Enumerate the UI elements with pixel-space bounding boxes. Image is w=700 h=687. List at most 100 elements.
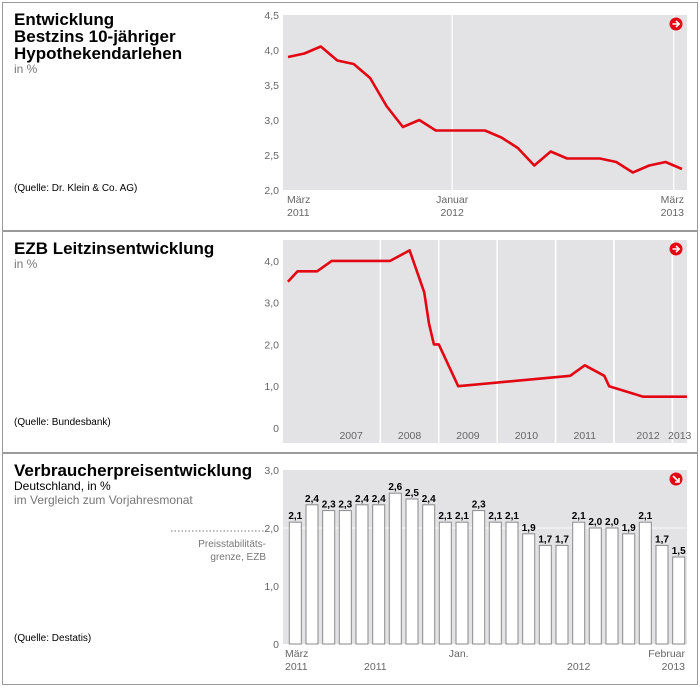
- chart1-title-line3: Hypothekendarlehen: [14, 44, 183, 63]
- chart2-ytick: 0: [273, 423, 279, 435]
- chart3-bar: [322, 510, 336, 645]
- chart2-source: (Quelle: Bundesbank): [14, 417, 111, 428]
- chart3-bar: [655, 544, 669, 645]
- chart3-ytick: 0: [273, 639, 279, 651]
- chart3-bar: [522, 533, 536, 645]
- section-separator: [3, 230, 697, 232]
- chart1-source: (Quelle: Dr. Klein & Co. AG): [14, 183, 138, 194]
- chart3-bar-label: 2,1: [488, 511, 502, 522]
- chart1-xlabel: März: [661, 194, 684, 206]
- chart3-xlabel: 2012: [567, 661, 591, 673]
- chart2-xaxis-band: [283, 428, 687, 443]
- chart2-xlabel: 2012: [636, 430, 660, 442]
- chart3-bar-label: 1,7: [655, 534, 669, 545]
- chart1-ytick: 2,0: [264, 185, 279, 197]
- chart3-bar-label: 2,0: [605, 517, 619, 528]
- chart3-bar-label: 1,5: [672, 546, 686, 557]
- chart3-subtitle-line1: Deutschland, in %: [14, 479, 111, 493]
- chart3-bar: [588, 527, 602, 645]
- chart3-bar-label: 2,3: [322, 500, 336, 511]
- chart3-bar: [488, 521, 502, 645]
- chart2-xlabel: 2009: [456, 430, 480, 442]
- chart3-bar: [672, 556, 686, 645]
- chart2-title: EZB Leitzinsentwicklung: [14, 239, 215, 258]
- chart1-xlabel: 2013: [661, 207, 685, 219]
- chart3-bar-label: 1,9: [522, 523, 536, 534]
- chart1-xlabel: 2012: [440, 207, 464, 219]
- chart3-xlabel: Jan.: [449, 648, 469, 660]
- chart3-xlabel: 2011: [364, 661, 387, 673]
- arrow-glyph-icon: [672, 20, 681, 28]
- chart3-bar: [605, 527, 619, 645]
- chart3-bar-label: 2,4: [422, 494, 436, 505]
- chart2-plot-area: [283, 240, 687, 428]
- chart3-bar: [572, 521, 586, 645]
- chart2-ytick: 4,0: [264, 256, 279, 268]
- chart3-bar: [405, 498, 419, 645]
- chart3-bar: [438, 521, 452, 645]
- chart3-bar-label: 1,7: [538, 534, 552, 545]
- reference-line-label-line2: grenze, EZB: [210, 552, 266, 563]
- chart3-bar: [388, 492, 402, 645]
- chart3-xlabel: März: [285, 648, 308, 660]
- chart3-bar-label: 2,5: [405, 488, 419, 499]
- chart3-bar-label: 1,9: [622, 523, 636, 534]
- chart2-xlabel: 2008: [398, 430, 422, 442]
- chart1-title-line1: Entwicklung: [14, 10, 115, 29]
- chart3-bar-label: 2,3: [472, 500, 486, 511]
- chart1-title: Entwicklung Bestzins 10-jähriger Hypothe…: [14, 11, 182, 62]
- chart3-xlabel: 2013: [662, 661, 686, 673]
- chart3-bar-label: 1,7: [555, 534, 569, 545]
- chart3-xlabel: 2011: [285, 661, 308, 673]
- chart1-title-line2: Bestzins 10-jähriger: [14, 27, 176, 46]
- chart3-bar: [638, 521, 652, 645]
- chart3-bar: [505, 521, 519, 645]
- chart2-xlabel: 2013: [668, 430, 692, 442]
- chart2-ytick: 1,0: [264, 381, 279, 393]
- chart3-bar-label: 2,1: [505, 511, 519, 522]
- chart2-xlabel: 2007: [339, 430, 363, 442]
- chart3-bar: [305, 504, 319, 645]
- chart3-bar: [455, 521, 469, 645]
- chart1-series-line: [287, 45, 683, 174]
- chart2-xlabel: 2011: [573, 430, 596, 442]
- arrow-glyph-icon: [672, 245, 681, 253]
- chart3-bar: [355, 504, 369, 645]
- chart3-bar-label: 2,1: [638, 511, 652, 522]
- chart3-bar: [555, 544, 569, 645]
- chart1-subtitle: in %: [14, 62, 38, 76]
- chart3-subtitle-line2: im Vergleich zum Vorjahresmonat: [14, 493, 193, 507]
- chart1-ytick: 4,5: [264, 10, 279, 22]
- chart3-ytick: 1,0: [264, 581, 279, 593]
- chart3-bar-label: 2,1: [572, 511, 586, 522]
- chart3-bar-label: 2,3: [338, 500, 352, 511]
- chart3-bar-label: 2,4: [372, 494, 386, 505]
- chart3-bar: [422, 504, 436, 645]
- chart3-bar: [622, 533, 636, 645]
- chart3-bar-label: 2,0: [588, 517, 602, 528]
- section-separator: [3, 452, 697, 454]
- chart3-bar-label: 2,1: [288, 511, 302, 522]
- reference-line-label-line1: Preisstabilitäts-: [198, 539, 266, 550]
- chart2-ytick: 3,0: [264, 298, 279, 310]
- chart3-bar-label: 2,4: [355, 494, 369, 505]
- chart1-ytick: 2,5: [264, 150, 279, 162]
- chart2-series-line: [286, 249, 687, 399]
- chart1-plot-area: [283, 15, 687, 190]
- chart3-xlabel: Februar: [648, 648, 685, 660]
- chart3-bar: [288, 521, 302, 645]
- chart3-bar: [472, 510, 486, 645]
- chart3-bar-label: 2,4: [305, 494, 319, 505]
- chart3-source: (Quelle: Destatis): [14, 633, 92, 644]
- chart1-xlabel: Januar: [436, 194, 469, 206]
- chart2-subtitle: in %: [14, 257, 38, 271]
- chart2-ytick: 2,0: [264, 339, 279, 351]
- chart3-bar: [372, 504, 386, 645]
- chart3-bar: [538, 544, 552, 645]
- chart3-ytick: 2,0: [264, 523, 279, 535]
- chart3-bar: [338, 510, 352, 645]
- chart1-xlabel: 2011: [287, 207, 310, 219]
- chart3-ytick: 3,0: [264, 465, 279, 477]
- chart3-bar-label: 2,1: [455, 511, 469, 522]
